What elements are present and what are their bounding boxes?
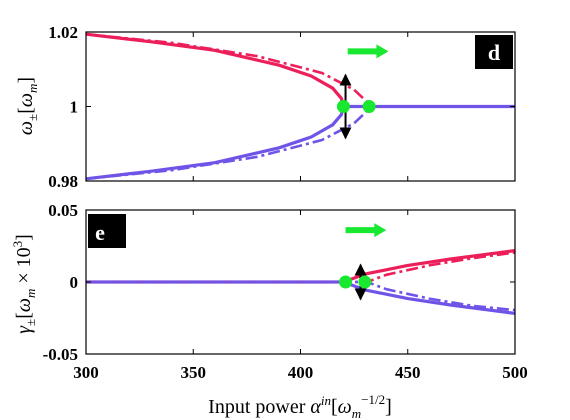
- panel-d-series-0-red-solid: [85, 32, 345, 107]
- panel-e-y-axis-label: γ±[ωm × 103]: [10, 234, 38, 334]
- panel-e-tag: e: [95, 220, 105, 245]
- panel-d-series-1-purple-solid: [85, 106, 345, 181]
- panel-d-ticks: 0.98 1 1.02: [48, 23, 516, 191]
- panel-d-tag-box: [475, 35, 513, 69]
- panel-e-x-tick-label-4: 500: [502, 363, 528, 382]
- panel-d-y-tick-label-2: 1.02: [48, 23, 78, 42]
- panel-e-green-arrow-head: [374, 223, 387, 238]
- panel-e-marker-1: [358, 275, 372, 289]
- panel-d-y-axis-label: ω±[ωm]: [15, 77, 40, 135]
- panel-e: 300 350 400 450 500 -0.05 0 0.05 e γ±[ωm × 103]…: [10, 201, 528, 420]
- x-axis-label: Input power αin[ωm−1/2]: [208, 392, 392, 420]
- panel-e-y-tick-label-2: 0.05: [48, 201, 78, 220]
- panel-d-annotations: [336, 44, 389, 140]
- panel-d-tag: d: [488, 40, 500, 65]
- panel-d-series-4-purple-dashdot: [85, 105, 371, 181]
- panel-d-y-tick-label-0: 0.98: [48, 172, 78, 191]
- panel-d-series-group: [85, 32, 515, 181]
- panel-e-y-tick-label-1: 0: [70, 273, 79, 292]
- panel-e-x-tick-label-1: 350: [181, 363, 207, 382]
- panel-e-marker-0: [339, 275, 353, 289]
- panel-e-series-3-red-dashdot: [86, 251, 516, 284]
- panel-d-y-tick-label-1: 1: [70, 98, 79, 117]
- panel-e-ticks: 300 350 400 450 500 -0.05 0 0.05: [43, 201, 528, 382]
- panel-d-marker-0: [336, 100, 350, 113]
- panel-e-x-tick-label-0: 300: [73, 363, 99, 382]
- panel-d-green-arrow-head: [376, 44, 389, 59]
- panel-e-tag-box: [88, 214, 126, 248]
- panel-e-series-group: [86, 249, 516, 315]
- panel-e-x-tick-label-3: 450: [395, 363, 421, 382]
- panel-e-x-tick-label-2: 400: [288, 363, 314, 382]
- panel-d-series-3-red-dashdot: [85, 32, 371, 108]
- panel-d-marker-1: [362, 100, 376, 113]
- panel-e-y-tick-label-0: -0.05: [43, 345, 78, 364]
- panel-e-series-4-purple-dashdot: [86, 280, 516, 312]
- panel-e-annotations: [339, 223, 387, 301]
- panel-d: 0.98 1 1.02 d ω±[ωm]: [15, 23, 516, 191]
